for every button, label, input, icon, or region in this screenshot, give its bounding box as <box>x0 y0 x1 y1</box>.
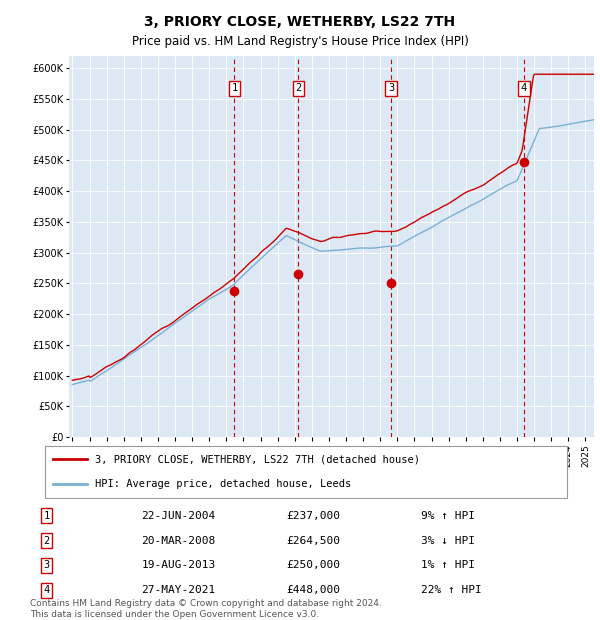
Text: £237,000: £237,000 <box>287 511 341 521</box>
Text: £448,000: £448,000 <box>287 585 341 595</box>
Text: 4: 4 <box>44 585 50 595</box>
Text: 3: 3 <box>44 560 50 570</box>
Text: 27-MAY-2021: 27-MAY-2021 <box>142 585 216 595</box>
Text: 22-JUN-2004: 22-JUN-2004 <box>142 511 216 521</box>
Text: 1: 1 <box>44 511 50 521</box>
FancyBboxPatch shape <box>44 446 568 498</box>
Text: Contains HM Land Registry data © Crown copyright and database right 2024.
This d: Contains HM Land Registry data © Crown c… <box>30 600 382 619</box>
Text: 2: 2 <box>44 536 50 546</box>
Text: £264,500: £264,500 <box>287 536 341 546</box>
Text: 19-AUG-2013: 19-AUG-2013 <box>142 560 216 570</box>
Text: 3, PRIORY CLOSE, WETHERBY, LS22 7TH (detached house): 3, PRIORY CLOSE, WETHERBY, LS22 7TH (det… <box>95 454 420 464</box>
Text: 3, PRIORY CLOSE, WETHERBY, LS22 7TH: 3, PRIORY CLOSE, WETHERBY, LS22 7TH <box>145 16 455 30</box>
Text: 4: 4 <box>521 83 527 93</box>
Text: 2: 2 <box>295 83 302 93</box>
Text: 3% ↓ HPI: 3% ↓ HPI <box>421 536 475 546</box>
Text: 1: 1 <box>231 83 238 93</box>
Text: £250,000: £250,000 <box>287 560 341 570</box>
Text: 20-MAR-2008: 20-MAR-2008 <box>142 536 216 546</box>
Text: 1% ↑ HPI: 1% ↑ HPI <box>421 560 475 570</box>
Text: 9% ↑ HPI: 9% ↑ HPI <box>421 511 475 521</box>
Text: 3: 3 <box>388 83 394 93</box>
Text: Price paid vs. HM Land Registry's House Price Index (HPI): Price paid vs. HM Land Registry's House … <box>131 35 469 48</box>
Text: 22% ↑ HPI: 22% ↑ HPI <box>421 585 481 595</box>
Text: HPI: Average price, detached house, Leeds: HPI: Average price, detached house, Leed… <box>95 479 351 489</box>
